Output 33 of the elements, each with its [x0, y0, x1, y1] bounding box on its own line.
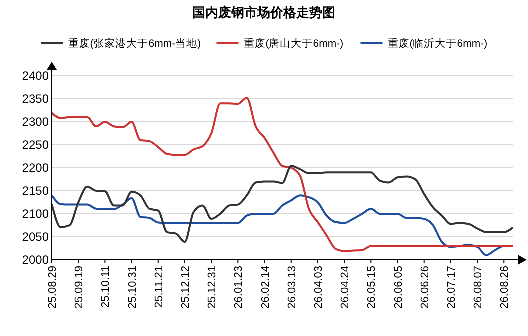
x-tick-label: 26.04.24 [340, 266, 352, 309]
y-tick-label: 2200 [22, 161, 50, 175]
x-tick-label: 26.05.15 [366, 266, 378, 309]
legend-label: 重废(唐山大于6mm-) [244, 37, 344, 50]
x-tick-label: 26.06.26 [419, 266, 432, 309]
x-tick-label: 25.10.11 [100, 266, 112, 308]
y-tick-label: 2050 [22, 230, 50, 244]
y-tick-label: 2400 [22, 69, 50, 83]
y-tick-label: 2150 [22, 184, 50, 198]
x-tick-label: 26.03.13 [286, 266, 298, 309]
y-tick-label: 2250 [22, 138, 50, 152]
x-tick-label: 25.10.31 [126, 266, 139, 309]
x-tick-label: 26.08.07 [472, 266, 485, 309]
x-tick-label: 26.04.03 [312, 266, 325, 309]
x-tick-label: 26.06.05 [392, 266, 405, 309]
x-tick-label: 26.01.23 [233, 266, 246, 309]
y-tick-label: 2300 [22, 115, 50, 129]
x-tick-label: 26.08.26 [499, 266, 512, 309]
x-tick-label: 25.09.19 [74, 266, 86, 309]
legend-label: 重废(张家港大于6mm-当地) [68, 37, 202, 50]
y-tick-label: 2100 [22, 207, 50, 221]
x-tick-label: 26.02.14 [260, 266, 272, 309]
x-tick-label: 25.08.29 [47, 266, 59, 309]
line-series [51, 165, 514, 244]
chart-title: 国内废钢市场价格走势图 [192, 5, 336, 20]
legend-label: 重废(临沂大于6mm-) [388, 37, 488, 50]
x-tick-label: 26.07.17 [446, 266, 458, 309]
x-tick-label: 25.11.21 [153, 266, 166, 308]
x-tick-label: 25.12.31 [206, 266, 219, 309]
y-tick-label: 2000 [22, 253, 50, 267]
line-series [51, 97, 514, 252]
x-tick-label: 25.12.12 [180, 266, 192, 309]
y-tick-label: 2350 [22, 92, 50, 106]
